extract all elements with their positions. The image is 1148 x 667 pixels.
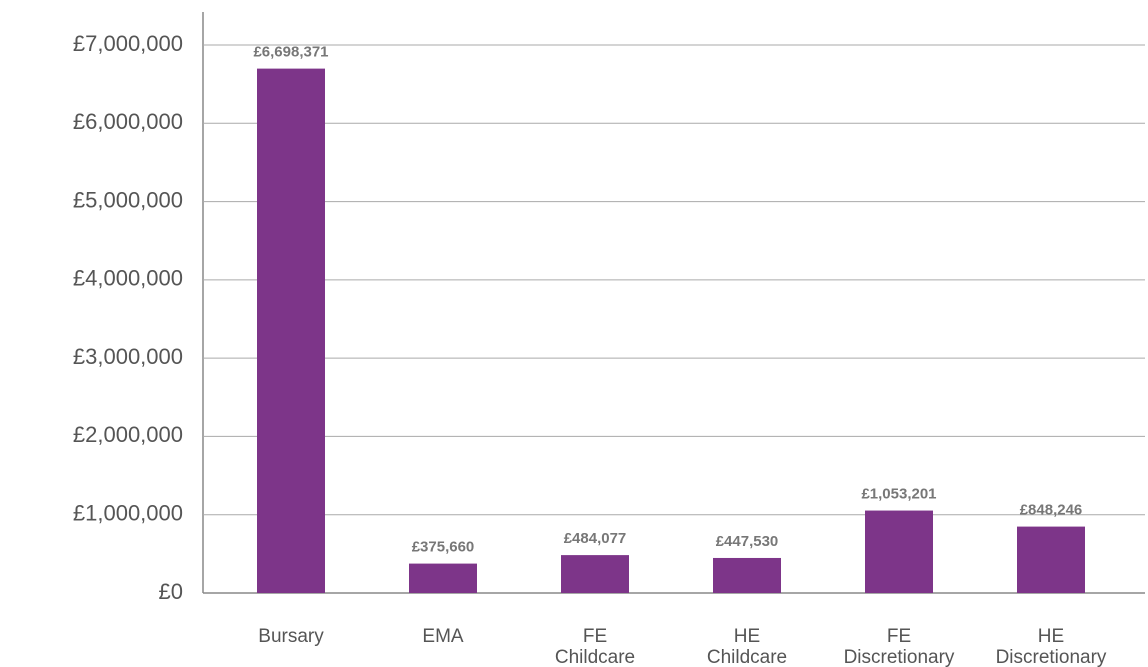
x-tick-label: Bursary — [258, 626, 324, 647]
y-tick-label: £3,000,000 — [73, 344, 183, 369]
bar — [257, 68, 325, 594]
x-tick-line: EMA — [422, 626, 464, 647]
x-tick-line: Discretionary — [844, 647, 955, 667]
y-tick-label: £1,000,000 — [73, 501, 183, 526]
x-tick-line: Childcare — [707, 647, 787, 667]
bar — [409, 563, 477, 593]
value-label: £447,530 — [716, 533, 779, 550]
bar — [1017, 526, 1085, 593]
x-tick-label: FE Discretionary — [844, 626, 955, 667]
y-tick-label: £7,000,000 — [73, 31, 183, 56]
value-label: £6,698,371 — [253, 44, 328, 61]
y-tick-label: £4,000,000 — [73, 266, 183, 291]
bar — [865, 510, 933, 593]
y-tick-label: £6,000,000 — [73, 109, 183, 134]
y-tick-label: £0 — [159, 579, 183, 604]
bar — [713, 557, 781, 593]
x-tick-label: HE Discretionary — [996, 626, 1107, 667]
x-tick-line: Bursary — [258, 626, 324, 647]
value-label: £375,660 — [412, 539, 475, 556]
x-tick-line: FE — [887, 626, 911, 647]
y-tick-label: £5,000,000 — [73, 187, 183, 212]
y-tick-label: £2,000,000 — [73, 422, 183, 447]
value-label: £848,246 — [1020, 502, 1083, 519]
x-tick-label: FE Childcare — [555, 626, 635, 667]
value-label: £1,053,201 — [861, 486, 936, 503]
x-tick-line: HE — [734, 626, 760, 647]
x-tick-label: HE Childcare — [707, 626, 787, 667]
x-tick-line: Discretionary — [996, 647, 1107, 667]
bar — [561, 555, 629, 593]
x-tick-line: Childcare — [555, 647, 635, 667]
x-tick-line: HE — [1038, 626, 1064, 647]
x-tick-label: EMA — [422, 626, 464, 647]
x-tick-line: FE — [583, 626, 607, 647]
value-label: £484,077 — [564, 530, 627, 547]
